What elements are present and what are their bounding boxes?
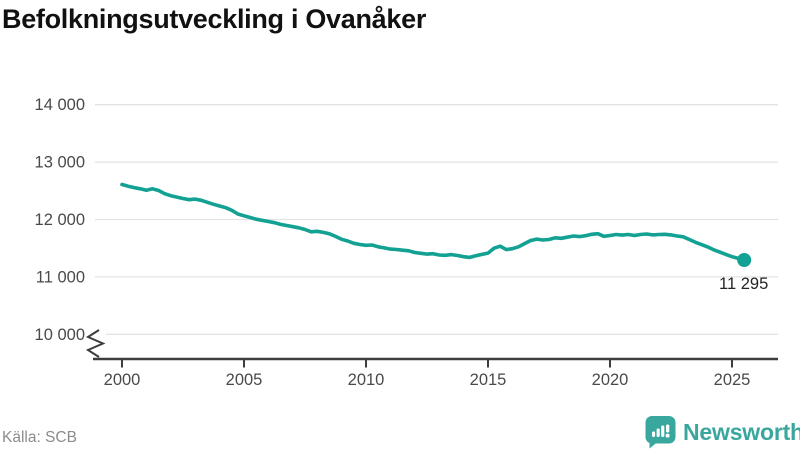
y-axis-tick-label: 13 000: [35, 154, 85, 172]
population-line-chart: 14 000 13 000 12 000 11 000 10 000 2000 2005 20…: [35, 96, 778, 389]
x-axis-tick-label: 2000: [104, 371, 141, 389]
x-axis-tick-label: 2025: [714, 371, 751, 389]
y-axis-tick-label: 14 000: [35, 96, 85, 114]
source-note: Källa: SCB: [2, 429, 77, 446]
y-axis-tick-label: 12 000: [35, 211, 85, 229]
x-axis-tick-label: 2005: [226, 371, 263, 389]
newsworthy-logo[interactable]: Newsworthy: [645, 415, 800, 449]
last-point-marker: [737, 253, 752, 267]
x-axis-tick-label: 2015: [470, 371, 507, 389]
newsworthy-wordmark: Newsworthy: [683, 418, 800, 445]
x-axis-tick-label: 2010: [348, 371, 385, 389]
last-value-label: 11 295: [719, 275, 768, 293]
newsworthy-bubble-chart-icon: [645, 416, 676, 449]
y-axis-tick-label: 11 000: [36, 268, 85, 286]
y-axis-tick-label: 10 000: [35, 326, 85, 344]
page-title: Befolkningsutveckling i Ovanåker: [2, 4, 427, 34]
axis-break-zigzag-icon: [85, 329, 106, 358]
x-axis-tick-label: 2020: [592, 371, 629, 389]
population-line-series: [120, 182, 747, 262]
